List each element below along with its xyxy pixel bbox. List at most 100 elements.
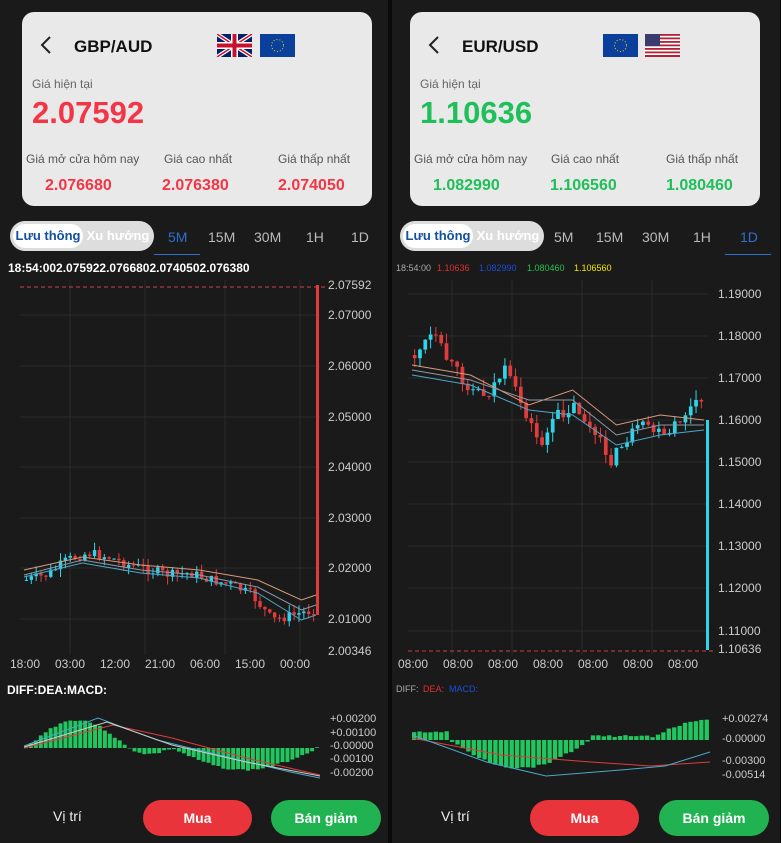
- position-link[interactable]: Vị trí: [53, 808, 82, 824]
- view-toggle[interactable]: Lưu thông Xu hướng: [400, 221, 544, 251]
- candle: [476, 389, 481, 391]
- y-axis-tick: 2.05000: [328, 410, 372, 424]
- candle: [117, 558, 121, 561]
- back-arrow-icon[interactable]: [36, 34, 58, 56]
- macd-bar: [607, 735, 612, 740]
- macd-bar: [300, 748, 305, 756]
- buy-button[interactable]: Mua: [143, 800, 252, 836]
- macd-bar: [127, 748, 132, 749]
- tab-1h[interactable]: 1H: [306, 229, 324, 245]
- gbp-aud-panel: GBP/AUD Giá hiện tại 2.07592 Giá mở cửa …: [0, 0, 388, 843]
- macd-bar: [439, 732, 444, 740]
- macd-bar: [477, 740, 482, 758]
- macd-axis-tick: +0.00274: [722, 713, 768, 725]
- candle: [540, 437, 544, 445]
- candle: [306, 611, 311, 615]
- candle: [78, 559, 82, 561]
- tab-1d[interactable]: 1D: [351, 229, 369, 245]
- quote-card: EUR/USD Giá hiện tại 1.10636 Giá mở cửa …: [410, 12, 760, 206]
- current-price-label: Giá hiện tại: [420, 77, 481, 91]
- tab-15m[interactable]: 15M: [208, 229, 236, 245]
- moving-average-line: [23, 556, 317, 601]
- tab-5m[interactable]: 5M: [168, 229, 188, 245]
- y-axis-tick: 1.17000: [718, 371, 762, 385]
- candlestick-chart[interactable]: 2.07592 2.07000 2.06000 2.05000 2.04000 2.030…: [0, 275, 388, 675]
- y-axis-tick: 1.12000: [718, 581, 762, 595]
- tab-30m[interactable]: 30M: [642, 229, 670, 245]
- high-value: 2.076380: [162, 177, 229, 194]
- macd-bar: [574, 740, 579, 749]
- y-axis-tick: 1.13000: [718, 539, 762, 553]
- x-axis-tick: 00:00: [280, 657, 310, 671]
- macd-bar: [449, 740, 455, 742]
- macd-bar: [590, 735, 596, 740]
- us-flag-icon: [645, 34, 680, 57]
- candle: [160, 567, 165, 571]
- view-toggle[interactable]: Lưu thông Xu hướng: [10, 221, 154, 251]
- toggle-circulation[interactable]: Lưu thông: [403, 224, 473, 248]
- macd-bar: [655, 734, 661, 740]
- y-axis-tick: 2.04000: [328, 460, 372, 474]
- sell-button[interactable]: Bán giảm: [659, 800, 769, 836]
- candle: [508, 365, 513, 377]
- candle: [126, 564, 131, 568]
- candle: [268, 609, 272, 613]
- candlestick-chart[interactable]: 1.19000 1.18000 1.17000 1.16000 1.15000 1.140…: [392, 275, 780, 675]
- candle: [481, 389, 486, 396]
- macd-bar: [682, 722, 688, 740]
- y-axis-tick: 1.18000: [718, 329, 762, 343]
- macd-bar: [498, 740, 504, 766]
- macd-bar: [88, 722, 93, 748]
- back-arrow-icon[interactable]: [424, 34, 446, 56]
- tab-15m[interactable]: 15M: [596, 229, 624, 245]
- candle: [112, 558, 116, 560]
- candle: [24, 579, 29, 581]
- macd-bar: [482, 740, 487, 760]
- macd-bar: [102, 730, 107, 748]
- candle: [34, 573, 38, 577]
- tab-1d[interactable]: 1D: [740, 229, 758, 245]
- macd-bar: [422, 732, 428, 740]
- tab-30m[interactable]: 30M: [254, 229, 282, 245]
- toggle-trend[interactable]: Xu hướng: [86, 228, 150, 243]
- toggle-trend[interactable]: Xu hướng: [476, 228, 540, 243]
- macd-axis-tick: +0.00200: [330, 713, 376, 725]
- candle: [524, 403, 529, 419]
- y-axis-tick: 2.01000: [328, 612, 372, 626]
- tab-1h[interactable]: 1H: [693, 229, 711, 245]
- eur-usd-panel: EUR/USD Giá hiện tại 1.10636 Giá mở cửa …: [392, 0, 780, 843]
- candle: [487, 395, 491, 397]
- tab-5m[interactable]: 5M: [554, 229, 574, 245]
- position-link[interactable]: Vị trí: [441, 808, 470, 824]
- high-label: Giá cao nhất: [551, 152, 620, 166]
- candle: [619, 446, 624, 448]
- candle: [190, 573, 194, 578]
- x-axis-tick: 08:00: [623, 657, 653, 671]
- toggle-circulation[interactable]: Lưu thông: [13, 224, 83, 248]
- candle: [694, 399, 698, 407]
- macd-axis-tick: +0.00100: [330, 727, 376, 739]
- macd-bar: [280, 748, 285, 763]
- macd-bar: [147, 748, 152, 754]
- macd-bar: [644, 735, 650, 740]
- macd-axis-tick: -0.00300: [722, 755, 765, 767]
- candle: [282, 617, 287, 622]
- open-label: Giá mở cửa hôm nay: [414, 152, 528, 166]
- eu-flag-icon: [260, 34, 295, 57]
- current-price: 1.10636: [420, 95, 533, 130]
- candle: [297, 613, 301, 615]
- macd-bar: [531, 740, 536, 768]
- candle: [209, 575, 214, 582]
- moving-average-line: [411, 369, 704, 436]
- x-axis-tick: 12:00: [100, 657, 130, 671]
- buy-button[interactable]: Mua: [530, 800, 639, 836]
- sell-button[interactable]: Bán giảm: [271, 800, 381, 836]
- macd-bar: [536, 740, 541, 765]
- macd-bar: [132, 748, 137, 752]
- macd-axis-tick: -0.00000: [330, 740, 373, 752]
- macd-bar: [514, 740, 520, 769]
- macd-line: [23, 717, 321, 779]
- candle: [614, 447, 619, 466]
- y-axis-tick: 1.19000: [718, 287, 762, 301]
- candle: [683, 415, 688, 423]
